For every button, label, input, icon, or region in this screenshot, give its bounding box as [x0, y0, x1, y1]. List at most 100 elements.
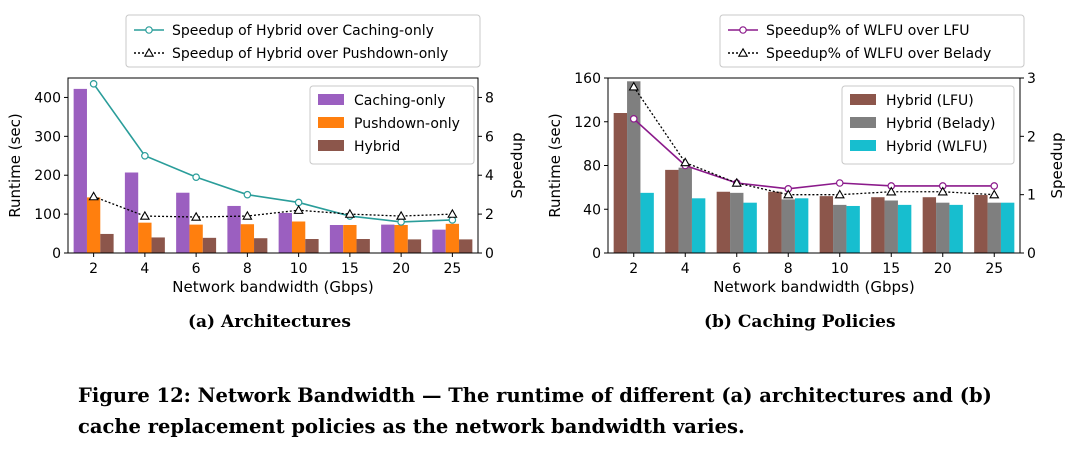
xtick-label-b-0: 2 — [629, 261, 638, 277]
legend-bar-label-b-1: Hybrid (Belady) — [886, 116, 995, 132]
y2tick-label-b-1: 1 — [1027, 188, 1036, 204]
bar-b-2-1 — [691, 198, 706, 253]
y2tick-label-a-4: 8 — [485, 90, 494, 106]
xtick-label-b-1: 4 — [681, 261, 690, 277]
bar-series-b-0 — [613, 113, 988, 253]
bar-b-0-5 — [871, 197, 885, 253]
ytick-label-b-4: 160 — [574, 71, 601, 87]
legend-line-marker-b-1 — [737, 47, 749, 57]
bar-b-2-7 — [1000, 202, 1015, 253]
y2axis-label-b: Speedup — [1048, 132, 1066, 198]
bar-b-2-6 — [949, 204, 963, 253]
legend-bar-label-a-2: Hybrid — [354, 139, 400, 155]
line-marker-b-1-1 — [680, 157, 691, 167]
line-b-1 — [633, 86, 995, 196]
ytick-label-a-0: 0 — [52, 246, 61, 262]
bar-a-0-6 — [381, 224, 395, 253]
bar-b-1-5 — [884, 200, 898, 253]
y2tick-label-a-2: 4 — [485, 168, 494, 184]
bar-b-2-3 — [794, 198, 809, 253]
bar-a-0-4 — [278, 212, 292, 253]
legend-lines-frame-a — [125, 14, 481, 68]
bar-b-1-1 — [678, 167, 692, 253]
ytick-label-b-2: 80 — [583, 159, 601, 175]
legend-bar-swatch-b-0 — [850, 94, 876, 105]
line-marker-b-1-0 — [628, 81, 639, 91]
legend-line-label-b-1: Speedup% of WLFU over Belady — [766, 46, 991, 62]
bar-a-0-3 — [227, 205, 241, 253]
bar-b-0-7 — [974, 195, 988, 253]
line-marker-a-1-6 — [395, 210, 407, 220]
legend-bars-frame-b — [841, 85, 1015, 165]
xtick-label-a-5: 15 — [341, 261, 359, 277]
bar-a-2-1 — [151, 237, 165, 253]
line-a-0 — [92, 83, 453, 223]
line-marker-b-1-2 — [731, 177, 742, 187]
line-marker-a-0-3 — [243, 190, 252, 199]
xtick-label-a-2: 6 — [192, 261, 201, 277]
xaxis-label-a: Network bandwidth (Gbps) — [172, 278, 373, 296]
bar-b-0-1 — [665, 169, 679, 253]
xtick-label-b-7: 25 — [985, 261, 1003, 277]
legend-bar-label-a-0: Caching-only — [354, 93, 446, 109]
xtick-label-a-6: 20 — [392, 261, 410, 277]
bar-b-0-4 — [819, 196, 834, 253]
chart-a: 0 100 200 300 400 0 2 4 6 8 2 4 6 8 10 15 20 25 Network ba… — [6, 14, 526, 296]
bar-a-0-0 — [73, 88, 87, 253]
legend-lines-b: Speedup% of WLFU over LFU Speedup% of WLF… — [719, 14, 1025, 68]
xtick-label-b-2: 6 — [732, 261, 741, 277]
xtick-label-b-4: 10 — [831, 261, 849, 277]
legend-bar-swatch-b-1 — [850, 117, 876, 128]
legend-line-marker-a-1 — [143, 47, 155, 57]
xtick-label-a-4: 10 — [290, 261, 308, 277]
legend-bar-swatch-b-2 — [850, 140, 876, 151]
legend-bars-frame-a — [309, 85, 475, 165]
figure-caption: Figure 12: Network Bandwidth — The runti… — [78, 384, 992, 438]
bar-a-1-2 — [189, 224, 203, 253]
line-a-1 — [93, 196, 453, 218]
xtick-label-a-1: 4 — [140, 261, 149, 277]
line-marker-a-1-4 — [293, 204, 304, 214]
bar-a-1-0 — [86, 197, 101, 253]
bar-a-2-2 — [202, 237, 217, 253]
bar-series-a-0 — [73, 88, 446, 253]
bar-b-1-4 — [833, 204, 847, 253]
ytick-label-a-3: 300 — [34, 129, 61, 145]
bar-a-1-3 — [240, 224, 255, 253]
bar-a-1-7 — [445, 223, 460, 253]
bar-b-0-2 — [716, 191, 731, 253]
y2tick-label-b-0: 0 — [1027, 246, 1036, 262]
line-b-0 — [633, 118, 995, 190]
bar-a-0-1 — [124, 172, 139, 253]
legend-bar-swatch-a-0 — [318, 94, 344, 105]
legend-lines-a: Speedup of Hybrid over Caching-only Speed… — [125, 14, 481, 68]
line-marker-a-0-0 — [89, 80, 98, 88]
y2tick-label-a-3: 6 — [485, 129, 494, 145]
legend-bar-swatch-a-2 — [318, 140, 344, 151]
line-series-a-1 — [88, 191, 458, 221]
subcaption-a: (a) Architectures — [188, 312, 351, 332]
line-marker-a-1-0 — [88, 191, 99, 201]
line-marker-a-0-2 — [192, 173, 200, 181]
xaxis-label-b: Network bandwidth (Gbps) — [713, 278, 914, 296]
legend-line-label-a-1: Speedup of Hybrid over Pushdown-only — [172, 46, 448, 62]
line-marker-a-1-1 — [139, 210, 151, 220]
subcaption-b: (b) Caching Policies — [704, 312, 896, 332]
bar-b-0-3 — [768, 191, 782, 253]
line-marker-a-1-3 — [242, 210, 253, 220]
legend-bar-label-b-2: Hybrid (WLFU) — [886, 139, 988, 155]
bar-a-0-5 — [329, 225, 344, 253]
bar-a-2-5 — [356, 239, 370, 253]
line-marker-a-1-2 — [190, 211, 202, 221]
bar-series-a-1 — [86, 197, 460, 253]
bar-a-0-2 — [176, 192, 190, 253]
bar-b-2-4 — [846, 205, 860, 253]
bar-b-1-0 — [627, 81, 641, 253]
plot-frame-a — [67, 77, 479, 254]
bar-b-2-5 — [897, 204, 912, 253]
line-marker-b-1-5 — [886, 186, 897, 196]
bar-a-2-3 — [254, 238, 268, 253]
y2tick-label-b-2: 2 — [1027, 129, 1036, 145]
legend-bars-b: Hybrid (LFU) Hybrid (Belady) Hybrid (WLFU) — [841, 85, 1015, 165]
